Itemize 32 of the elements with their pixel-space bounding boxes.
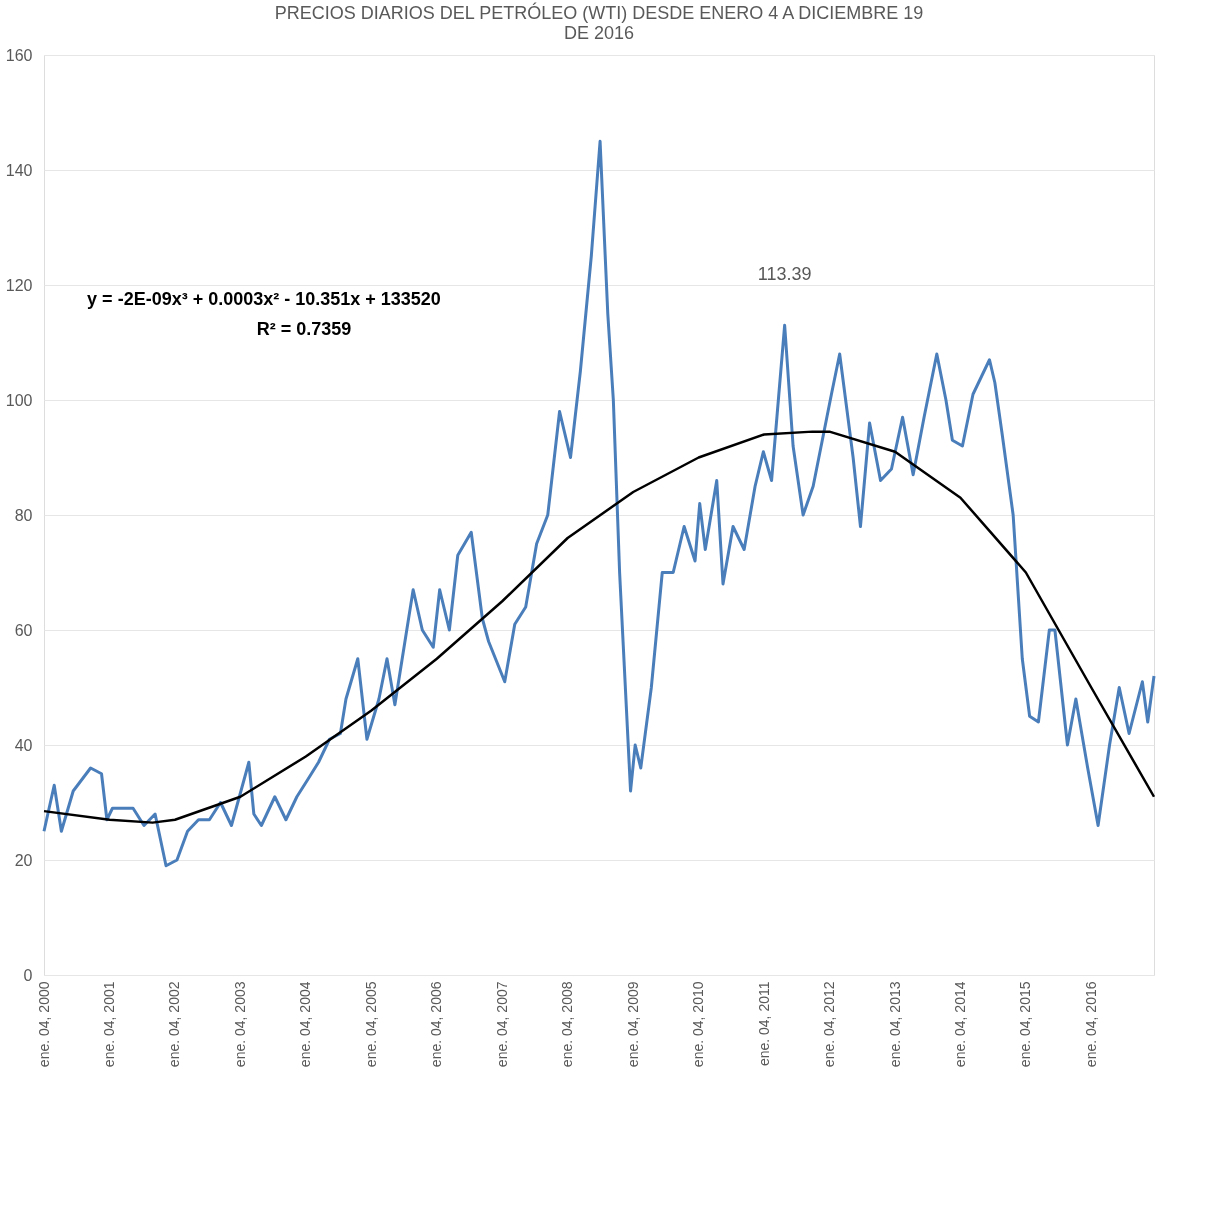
x-tick-label: ene. 04, 2006	[428, 981, 445, 1068]
x-tick-label: ene. 04, 2009	[624, 981, 641, 1068]
y-tick-label: 60	[14, 621, 33, 639]
annotation: 113.39	[757, 264, 812, 285]
y-tick-label: 100	[5, 391, 33, 409]
y-tick-label: 160	[5, 46, 33, 64]
x-tick-label: ene. 04, 2000	[35, 981, 52, 1068]
y-tick-label: 0	[23, 966, 33, 984]
x-tick-label: ene. 04, 2013	[886, 981, 903, 1068]
x-tick-label: ene. 04, 2007	[493, 981, 510, 1068]
y-tick-label: 40	[14, 736, 33, 754]
x-tick-label: ene. 04, 2015	[1017, 981, 1034, 1068]
x-tick-label: ene. 04, 2001	[101, 981, 118, 1068]
x-tick-label: ene. 04, 2002	[166, 981, 183, 1068]
line-series	[42, 139, 1156, 868]
annotation: R² = 0.7359	[256, 319, 352, 339]
line-series	[42, 430, 1156, 824]
x-tick-label: ene. 04, 2005	[362, 981, 379, 1068]
y-tick-label: 140	[5, 161, 33, 179]
x-tick-label: ene. 04, 2003	[231, 981, 248, 1068]
x-tick-label: ene. 04, 2008	[559, 981, 576, 1068]
x-tick-label: ene. 04, 2004	[297, 981, 314, 1068]
y-tick-label: 20	[14, 851, 33, 869]
x-tick-label: ene. 04, 2016	[1082, 981, 1099, 1068]
y-tick-label: 120	[5, 276, 33, 294]
chart-title: PRECIOS DIARIOS DEL PETRÓLEO (WTI) DESDE ENERO 4 A DICIEMBRE 19 DE 2016	[274, 2, 924, 43]
y-tick-label: 80	[14, 506, 33, 524]
x-tick-label: ene. 04, 2014	[951, 981, 968, 1068]
x-tick-label: ene. 04, 2010	[690, 981, 707, 1068]
annotation: y = -2E-09x³ + 0.0003x² - 10.351x + 133520	[87, 289, 441, 309]
x-tick-label: ene. 04, 2012	[820, 981, 837, 1068]
x-tick-label: ene. 04, 2011	[755, 981, 772, 1067]
